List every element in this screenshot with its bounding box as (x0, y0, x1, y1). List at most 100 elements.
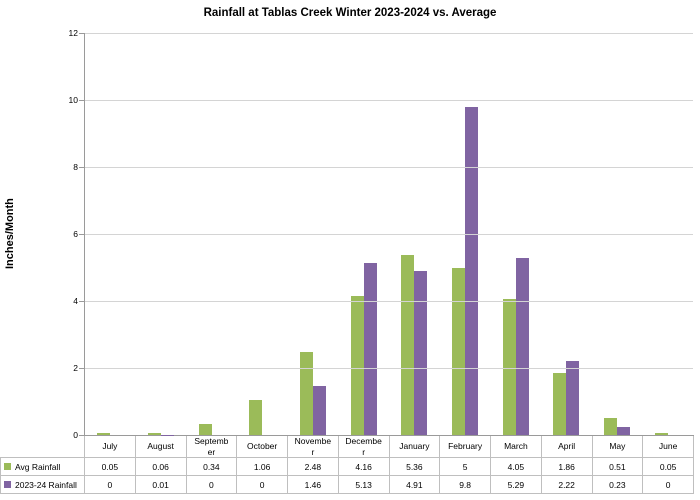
bar-2023-24-rainfall (515, 257, 529, 435)
value-cell: 0.05 (643, 458, 694, 476)
bar-group (592, 33, 643, 435)
bar-avg-rainfall (654, 433, 668, 435)
y-tick-mark (79, 301, 84, 302)
value-cell: 0.51 (592, 458, 644, 476)
bar-group (186, 33, 237, 435)
month-label: May (609, 441, 626, 452)
y-tick-mark (79, 167, 84, 168)
month-label: August (147, 441, 174, 452)
bar-avg-rainfall (604, 417, 618, 435)
month-header-cell: August (135, 436, 187, 458)
value-cell: 0 (186, 476, 238, 494)
bar-avg-rainfall (502, 299, 516, 435)
bar-group (237, 33, 288, 435)
bar-group (389, 33, 440, 435)
value-cell: 4.91 (389, 476, 441, 494)
value-cell: 9.8 (440, 476, 491, 494)
bar-group (288, 33, 339, 435)
legend-swatch (4, 481, 11, 488)
bars-container (85, 33, 693, 435)
bar-avg-rainfall (300, 351, 314, 435)
y-tick-mark (79, 234, 84, 235)
y-tick-label: 0 (73, 429, 78, 440)
x-axis-line (84, 435, 694, 436)
y-tick-label: 6 (73, 228, 78, 239)
bar-group (136, 33, 187, 435)
month-header-cell: June (643, 436, 694, 458)
value-cell: 0.34 (186, 458, 238, 476)
y-tick-label: 10 (68, 94, 78, 105)
month-label: September (194, 436, 229, 457)
legend-cell: Avg Rainfall (0, 458, 85, 476)
y-axis-line (84, 33, 85, 436)
month-label: July (102, 441, 118, 452)
gridline (85, 33, 693, 34)
value-cell: 0 (85, 476, 136, 494)
month-header-cell: October (237, 436, 288, 458)
bar-avg-rainfall (97, 433, 111, 435)
gridline (85, 301, 693, 302)
bar-group (338, 33, 389, 435)
month-label: December (345, 436, 382, 457)
chart-title: Rainfall at Tablas Creek Winter 2023-202… (203, 7, 497, 19)
value-cell: 0 (643, 476, 694, 494)
month-label: January (399, 441, 430, 452)
bar-group (642, 33, 693, 435)
month-header-cell: September (186, 436, 238, 458)
y-tick-label: 2 (73, 362, 78, 373)
value-cell: 5.36 (389, 458, 441, 476)
month-header-cell: May (592, 436, 644, 458)
value-cell: 4.16 (338, 458, 390, 476)
y-tick-mark (79, 368, 84, 369)
y-tick-mark (79, 100, 84, 101)
month-header-cell: November (288, 436, 339, 458)
y-axis-title: Inches/Month (4, 198, 16, 270)
month-label: February (448, 441, 483, 452)
gridline (85, 234, 693, 235)
legend-swatch (4, 463, 11, 470)
value-cell: 1.46 (288, 476, 339, 494)
bar-avg-rainfall (198, 423, 212, 435)
value-cell: 0.01 (135, 476, 187, 494)
data-table: July August September October November Decemb… (0, 436, 694, 494)
month-label: November (294, 436, 332, 457)
month-header-cell: April (541, 436, 593, 458)
bar-group (85, 33, 136, 435)
bar-group (490, 33, 541, 435)
legend-label: 2023-24 Rainfall (15, 479, 77, 490)
bar-avg-rainfall (452, 267, 466, 435)
bar-2023-24-rainfall (465, 106, 479, 435)
month-label: March (504, 441, 528, 452)
value-cell: 5.13 (338, 476, 390, 494)
bar-avg-rainfall (249, 399, 263, 435)
value-cell: 0.23 (592, 476, 644, 494)
table-corner (0, 436, 85, 458)
value-cell: 0.06 (135, 458, 187, 476)
month-label: April (558, 441, 576, 452)
y-tick-mark (79, 33, 84, 34)
legend-label: Avg Rainfall (15, 461, 61, 472)
gridline (85, 368, 693, 369)
month-header-cell: February (440, 436, 491, 458)
bar-avg-rainfall (148, 433, 161, 435)
bar-avg-rainfall (553, 372, 567, 435)
bar-2023-24-rainfall (313, 386, 327, 435)
value-cell: 5 (440, 458, 491, 476)
bar-2023-24-rainfall (566, 360, 580, 435)
y-tick-label: 8 (73, 161, 78, 172)
bar-group (440, 33, 491, 435)
y-tick-mark (79, 435, 84, 436)
gridline (85, 100, 693, 101)
month-header-cell: March (491, 436, 542, 458)
y-tick-label: 4 (73, 295, 78, 306)
bar-2023-24-rainfall (363, 263, 377, 435)
value-cell: 2.48 (288, 458, 339, 476)
value-cell: 1.86 (541, 458, 593, 476)
month-header-cell: July (85, 436, 136, 458)
bar-avg-rainfall (350, 295, 364, 435)
plot-area (79, 33, 694, 436)
bar-2023-24-rainfall (414, 270, 428, 435)
bar-avg-rainfall (401, 255, 415, 435)
value-cell: 4.05 (491, 458, 542, 476)
